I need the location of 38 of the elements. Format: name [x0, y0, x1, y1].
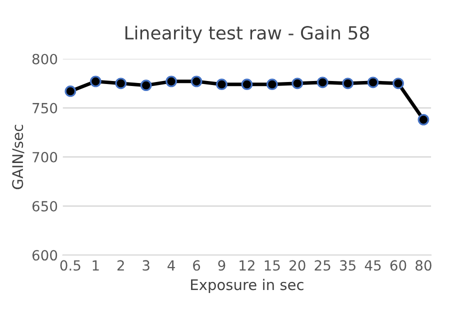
x-axis-title: Exposure in sec [191, 278, 304, 294]
point [266, 78, 278, 90]
chart-title: Linearity test raw - Gain 58 [125, 26, 369, 44]
y-tick-label: 650 [32, 200, 58, 212]
point [418, 114, 430, 126]
x-tick-label: 4 [168, 260, 175, 270]
point [90, 76, 102, 88]
point [292, 78, 304, 90]
point [216, 78, 228, 90]
x-tick-label: 25 [314, 260, 330, 271]
x-tick-label: 6 [193, 260, 200, 271]
point [367, 76, 379, 88]
x-tick-label: 12 [240, 260, 254, 270]
x-tick-label: 2 [117, 260, 124, 270]
point [392, 78, 404, 90]
x-tick-label: 20 [290, 260, 306, 271]
y-axis-title: GAIN/sec [12, 124, 24, 190]
x-tick-label: 1 [92, 260, 99, 270]
x-tick-label: 3 [142, 260, 150, 271]
x-tick-label: 9 [218, 260, 226, 271]
point [115, 78, 127, 90]
point [140, 80, 152, 92]
x-tick-label: 60 [390, 260, 406, 271]
y-tick-label: 800 [32, 54, 58, 64]
x-tick-label: 80 [416, 260, 432, 271]
point [241, 78, 253, 90]
point [64, 86, 76, 97]
point [342, 78, 354, 90]
point [316, 76, 328, 88]
y-tick-label: 750 [32, 102, 58, 114]
y-tick-label: 600 [32, 250, 58, 261]
point [190, 76, 202, 88]
x-tick-label: 35 [340, 260, 356, 271]
x-tick-label: 0.5 [60, 260, 80, 271]
x-tick-label: 15 [264, 260, 280, 271]
point [166, 76, 177, 88]
y-tick-label: 700 [32, 152, 58, 162]
x-tick-label: 45 [364, 260, 381, 271]
